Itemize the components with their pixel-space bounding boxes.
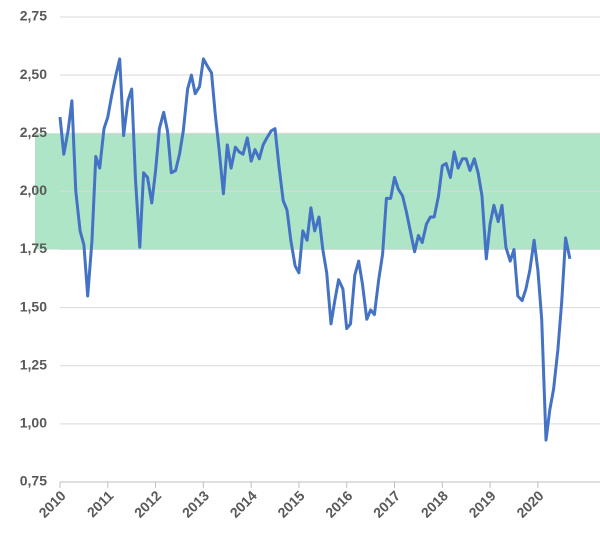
y-tick-label: 1,50 xyxy=(20,298,47,314)
x-tick-label: 2018 xyxy=(418,487,451,520)
x-tick-label: 2014 xyxy=(227,487,260,520)
x-tick-label: 2020 xyxy=(513,487,546,520)
y-tick-label: 0,75 xyxy=(20,473,47,489)
y-tick-label: 1,00 xyxy=(20,415,47,431)
x-tick-label: 2016 xyxy=(322,487,355,520)
y-tick-label: 1,75 xyxy=(20,240,47,256)
y-tick-label: 2,75 xyxy=(20,8,47,24)
x-tick-label: 2019 xyxy=(465,487,498,520)
x-tick-label: 2011 xyxy=(84,487,117,520)
x-tick-label: 2015 xyxy=(274,487,307,520)
data-line xyxy=(58,57,572,442)
x-tick-label: 2013 xyxy=(179,487,212,520)
x-tick-label: 2012 xyxy=(131,487,164,520)
y-tick-label: 2,00 xyxy=(20,182,47,198)
y-tick-label: 2,50 xyxy=(20,66,47,82)
x-tick-label: 2017 xyxy=(370,487,403,520)
x-tick-label: 2010 xyxy=(35,487,68,520)
y-tick-label: 1,25 xyxy=(20,356,47,372)
y-tick-label: 2,25 xyxy=(20,124,47,140)
